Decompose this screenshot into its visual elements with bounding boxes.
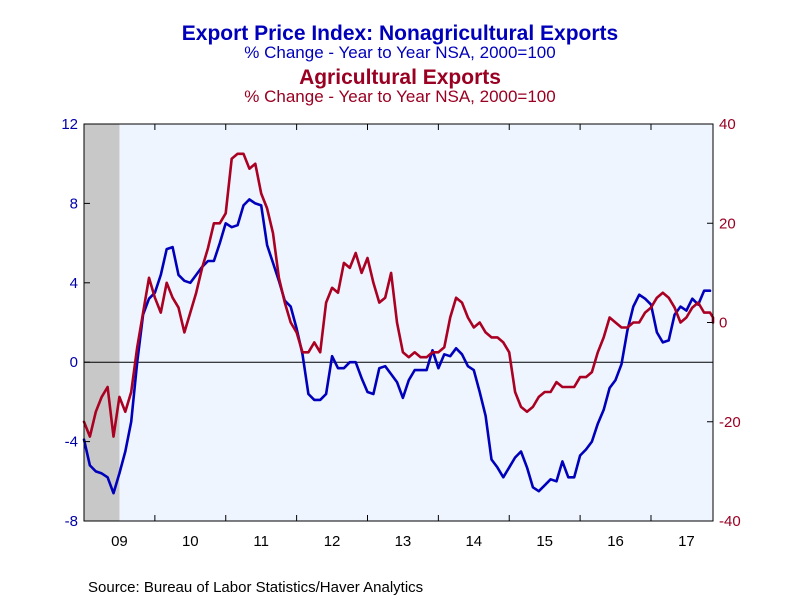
- left-tick-label: 0: [70, 354, 78, 371]
- left-tick-label: -4: [65, 434, 78, 451]
- x-tick-label: 11: [253, 533, 269, 550]
- right-tick-label: -40: [719, 513, 741, 530]
- chart-subtitle-right: % Change - Year to Year NSA, 2000=100: [244, 87, 555, 106]
- x-tick-label: 09: [111, 533, 128, 550]
- right-tick-label: 0: [719, 315, 727, 332]
- x-tick-label: 15: [536, 533, 553, 550]
- recession-shading: [84, 124, 120, 521]
- agricultural-exports-line: [82, 152, 715, 438]
- chart-title-left: Export Price Index: Nonagricultural Expo…: [182, 22, 618, 45]
- x-axis: 09 10 11 12 13 14 15 16 17: [111, 124, 695, 550]
- left-tick-label: -8: [65, 513, 78, 530]
- series-layer: [82, 152, 715, 495]
- x-tick-label: 16: [607, 533, 624, 550]
- x-tick-label: 10: [182, 533, 199, 550]
- x-tick-label: 14: [465, 533, 482, 550]
- right-axis: -40 -20 0 20 40: [707, 116, 741, 530]
- left-axis: -8 -4 0 4 8 12: [61, 116, 90, 530]
- left-tick-label: 12: [61, 116, 78, 133]
- right-tick-label: 20: [719, 215, 736, 232]
- left-tick-label: 4: [70, 275, 78, 292]
- right-tick-label: -20: [719, 414, 741, 431]
- plot-area: [84, 124, 713, 521]
- x-tick-label: 13: [395, 533, 412, 550]
- x-tick-label: 12: [324, 533, 341, 550]
- chart-title-right: Agricultural Exports: [299, 66, 501, 89]
- right-tick-label: 40: [719, 116, 736, 133]
- x-tick-label: 17: [678, 533, 695, 550]
- source-note: Source: Bureau of Labor Statistics/Haver…: [88, 579, 423, 596]
- chart-subtitle-left: % Change - Year to Year NSA, 2000=100: [244, 43, 555, 62]
- nonagricultural-exports-line: [82, 198, 712, 495]
- left-tick-label: 8: [70, 195, 78, 212]
